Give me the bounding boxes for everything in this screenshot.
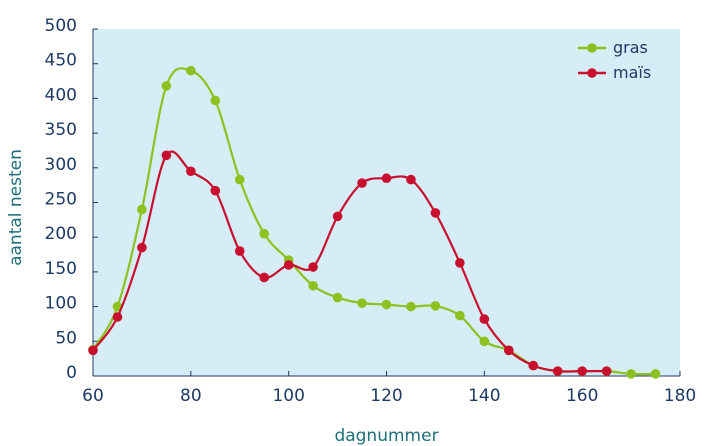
series-line bbox=[92, 150, 607, 373]
data-point bbox=[650, 369, 661, 379]
legend-marker bbox=[587, 43, 597, 53]
data-point bbox=[161, 81, 172, 91]
y-tick-label: 0 bbox=[66, 363, 77, 383]
data-point bbox=[479, 336, 490, 347]
data-point bbox=[234, 174, 245, 185]
legend-label: maïs bbox=[613, 63, 651, 82]
y-tick-label: 50 bbox=[55, 328, 77, 348]
legend: gras maïs bbox=[578, 38, 651, 82]
data-point bbox=[381, 173, 392, 184]
series-layer bbox=[88, 65, 661, 379]
data-point bbox=[626, 369, 636, 379]
data-point bbox=[283, 260, 294, 270]
legend-item: maïs bbox=[578, 63, 651, 82]
legend-label: gras bbox=[613, 38, 648, 57]
y-axis-label: aantal nesten bbox=[6, 149, 26, 266]
data-point bbox=[455, 310, 465, 321]
y-tick-label: 200 bbox=[45, 224, 77, 244]
x-tick-label: 160 bbox=[566, 386, 598, 406]
data-point bbox=[528, 360, 539, 371]
x-tick-label: 80 bbox=[180, 386, 202, 406]
data-point bbox=[259, 228, 270, 239]
legend-item: gras bbox=[578, 38, 648, 57]
data-point bbox=[503, 345, 514, 356]
data-point bbox=[406, 301, 416, 312]
y-tick-label: 300 bbox=[45, 155, 77, 175]
data-point bbox=[259, 272, 270, 283]
plot-area bbox=[93, 29, 680, 376]
series-1 bbox=[88, 150, 612, 376]
data-point bbox=[210, 185, 221, 196]
legend-marker bbox=[587, 68, 597, 78]
data-point bbox=[430, 301, 441, 311]
data-point bbox=[308, 280, 318, 291]
data-point bbox=[552, 366, 563, 376]
data-point bbox=[455, 258, 465, 268]
data-point bbox=[234, 246, 245, 256]
data-point bbox=[186, 65, 196, 76]
data-point bbox=[357, 178, 367, 188]
data-point bbox=[601, 366, 612, 376]
data-point bbox=[137, 242, 147, 253]
x-axis-label: dagnummer bbox=[334, 426, 438, 446]
data-point bbox=[430, 208, 441, 218]
x-tick-label: 140 bbox=[468, 386, 500, 406]
y-tick-label: 500 bbox=[45, 16, 77, 36]
data-point bbox=[381, 299, 392, 310]
x-tick-label: 180 bbox=[664, 386, 696, 406]
y-tick-label: 400 bbox=[45, 85, 77, 105]
y-tick-label: 150 bbox=[45, 259, 77, 279]
data-point bbox=[88, 345, 98, 356]
data-point bbox=[406, 174, 416, 185]
data-point bbox=[577, 366, 587, 376]
data-point bbox=[357, 298, 367, 308]
data-point bbox=[137, 204, 147, 215]
x-tick-label: 120 bbox=[370, 386, 402, 406]
data-point bbox=[186, 166, 196, 177]
y-tick-label: 100 bbox=[45, 294, 77, 314]
data-point bbox=[161, 150, 172, 161]
data-point bbox=[308, 262, 318, 272]
x-tick-label: 60 bbox=[82, 386, 104, 406]
data-point bbox=[332, 211, 343, 222]
y-tick-label: 250 bbox=[45, 190, 77, 210]
data-point bbox=[210, 95, 221, 106]
y-tick-label: 350 bbox=[45, 120, 77, 140]
x-tick-label: 100 bbox=[272, 386, 304, 406]
y-tick-label: 450 bbox=[45, 51, 77, 71]
data-point bbox=[112, 312, 123, 322]
data-point bbox=[332, 292, 343, 303]
data-point bbox=[479, 314, 490, 324]
axes: 60 80 100 120 140 160 180 0 50 100 150 200 250 300 350… bbox=[45, 16, 697, 406]
